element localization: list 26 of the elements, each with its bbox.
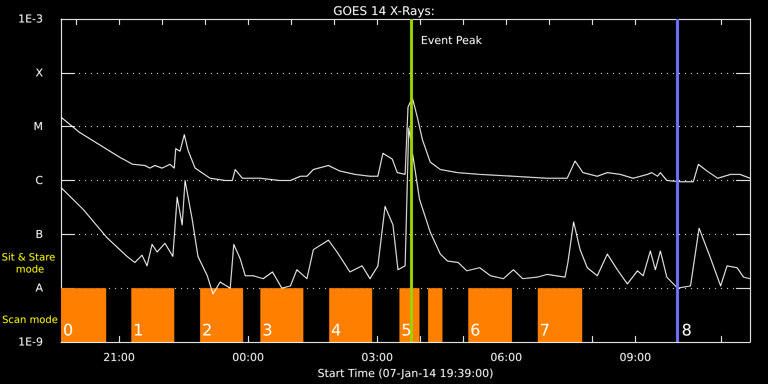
chart-title: GOES 14 X-Rays: — [333, 4, 435, 18]
band-label: 7 — [540, 320, 550, 340]
x-tick-label: 21:00 — [103, 351, 135, 364]
y-tick-label: 1E-3 — [18, 12, 43, 26]
text: Scan mode — [2, 314, 58, 326]
y-tick-label: 1E-9 — [18, 336, 43, 348]
x-tick-label: 00:00 — [232, 351, 264, 364]
y-tick-label: A — [35, 282, 44, 295]
band-label: 1 — [133, 320, 144, 340]
band-label: 6 — [470, 320, 480, 340]
x-tick-label: 03:00 — [361, 351, 394, 364]
x-tick-label: 09:00 — [619, 351, 652, 364]
y-tick-label: X — [35, 66, 44, 80]
band-label: 3 — [262, 320, 273, 340]
y-tick-label: C — [35, 174, 44, 187]
band-label: 5 — [401, 320, 412, 340]
x-tick-label: 06:00 — [490, 351, 522, 364]
text: Sit & Stare mode — [2, 252, 58, 276]
y-tick-label: M — [34, 120, 43, 134]
ref-line-label: Event Peak — [420, 34, 483, 47]
band-label: 2 — [202, 320, 212, 340]
band-label: 4 — [331, 320, 342, 340]
y-tick-label: B — [35, 228, 43, 241]
x-axis-title: Start Time (07-Jan-14 19:39:00) — [318, 367, 494, 380]
band-label: 0 — [63, 320, 74, 340]
ref-line-label: 8 — [682, 320, 692, 340]
